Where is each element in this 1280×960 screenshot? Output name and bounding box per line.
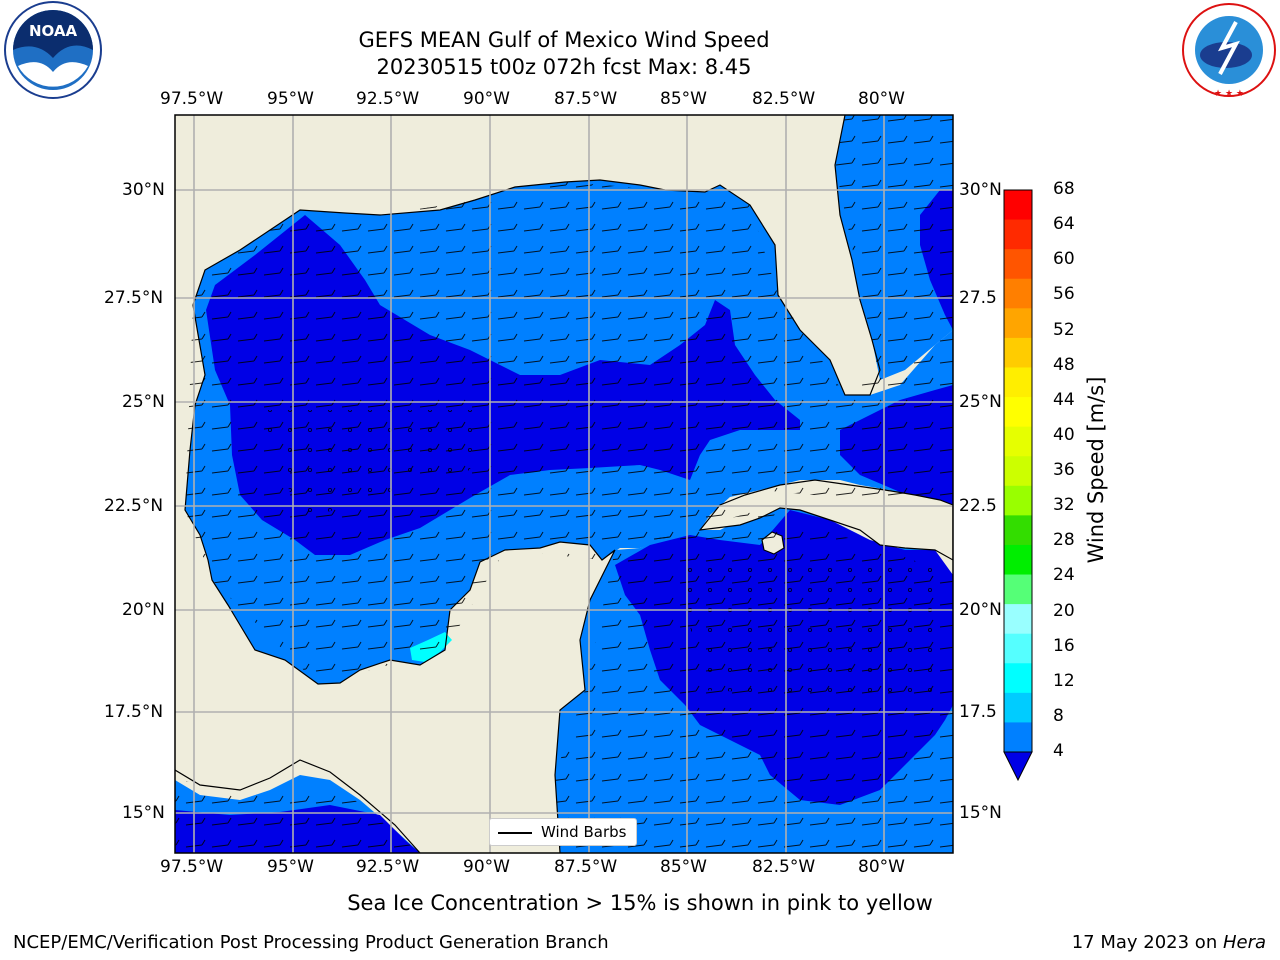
colorbar-band xyxy=(1004,574,1032,605)
colorbar-tick: 60 xyxy=(1053,249,1075,270)
colorbar-band xyxy=(1004,485,1032,516)
lat-tick-left-6: 17.5°N xyxy=(104,702,164,722)
colorbar-band xyxy=(1004,515,1032,546)
lat-tick-left-7: 15°N xyxy=(122,803,165,823)
colorbar-band xyxy=(1004,722,1032,753)
lon-tick-bottom-1: 97.5°W xyxy=(160,857,224,877)
lat-tick-right-1: 30°N xyxy=(959,180,1002,200)
lon-tick-top-8: 80°W xyxy=(858,89,905,109)
colorbar-tick: 4 xyxy=(1053,741,1064,761)
colorbar-band xyxy=(1004,604,1032,635)
colorbar-tick: 56 xyxy=(1053,284,1075,305)
lon-tick-bottom-2: 95°W xyxy=(267,857,314,877)
lat-tick-left-3: 25°N xyxy=(122,392,165,412)
wind-barb-legend-line xyxy=(498,832,532,834)
colorbar-tick: 36 xyxy=(1053,460,1075,480)
legend-label: Wind Barbs xyxy=(541,823,627,841)
colorbar-tick: 20 xyxy=(1053,600,1075,621)
colorbar-band xyxy=(1004,663,1032,694)
noaa-logo-icon: NOAA xyxy=(4,1,102,99)
colorbar-tick: 68 xyxy=(1053,179,1075,199)
colorbar-tick: 28 xyxy=(1053,530,1075,551)
lon-tick-bottom-3: 92.5°W xyxy=(356,857,420,877)
colorbar-band xyxy=(1004,456,1032,487)
footer-date: 17 May 2023 on Hera xyxy=(1072,932,1266,953)
colorbar-band xyxy=(1004,692,1032,723)
colorbar-label: Wind Speed [m/s] xyxy=(1084,376,1108,564)
colorbar-band xyxy=(1004,397,1032,428)
colorbar-tick: 64 xyxy=(1053,214,1075,235)
colorbar xyxy=(1003,189,1033,782)
lat-tick-left-5: 20°N xyxy=(122,600,165,620)
lat-tick-right-7: 15°N xyxy=(959,803,1002,823)
lat-tick-right-4: 22.5 xyxy=(959,496,997,516)
colorbar-tick: 8 xyxy=(1053,705,1064,726)
colorbar-band xyxy=(1004,367,1032,398)
lon-tick-top-4: 90°W xyxy=(463,89,510,109)
colorbar-band xyxy=(1004,190,1032,221)
coastline-mexico xyxy=(184,304,616,853)
map-subtitle: 20230515 t00z 072h fcst Max: 8.45 xyxy=(376,55,752,79)
lon-tick-top-1: 97.5°W xyxy=(160,89,224,109)
lon-tick-top-7: 82.5°W xyxy=(752,89,816,109)
colorbar-tick: 32 xyxy=(1053,495,1075,516)
colorbar-band xyxy=(1004,308,1032,339)
lat-tick-right-2: 27.5 xyxy=(959,288,997,308)
lon-tick-top-3: 92.5°W xyxy=(356,89,420,109)
colorbar-band xyxy=(1004,633,1032,664)
map-title: GEFS MEAN Gulf of Mexico Wind Speed xyxy=(358,28,770,52)
lon-tick-top-5: 87.5°W xyxy=(554,89,618,109)
lat-tick-right-5: 20°N xyxy=(959,600,1002,620)
footer-machine: Hera xyxy=(1222,932,1266,953)
graticule xyxy=(175,115,953,853)
nws-logo-icon: ★ ★ ★ xyxy=(1182,3,1276,99)
colorbar-band xyxy=(1004,544,1032,576)
lon-tick-top-2: 95°W xyxy=(267,89,314,109)
lat-tick-left-1: 30°N xyxy=(122,180,165,200)
colorbar-tick: 44 xyxy=(1053,389,1075,410)
colorbar-tick: 16 xyxy=(1053,635,1075,656)
lon-tick-bottom-5: 87.5°W xyxy=(554,857,618,877)
colorbar-band xyxy=(1004,219,1032,250)
coastline-us xyxy=(192,115,881,396)
lon-tick-top-6: 85°W xyxy=(660,89,707,109)
lon-tick-bottom-8: 80°W xyxy=(858,857,905,877)
lat-tick-left-2: 27.5°N xyxy=(104,288,164,308)
noaa-logo-text: NOAA xyxy=(29,22,78,40)
colorbar-band xyxy=(1004,426,1032,457)
lat-tick-right-6: 17.5 xyxy=(959,702,997,722)
lon-tick-bottom-7: 82.5°W xyxy=(752,857,816,877)
lat-tick-left-4: 22.5°N xyxy=(104,496,164,516)
footer-date-text: 17 May 2023 on xyxy=(1071,932,1223,953)
colorbar-tick: 52 xyxy=(1053,319,1075,340)
coastline-central-america xyxy=(175,759,421,853)
sea-ice-note: Sea Ice Concentration > 15% is shown in … xyxy=(347,891,933,915)
lat-tick-right-3: 25°N xyxy=(959,392,1002,412)
footer-credit: NCEP/EMC/Verification Post Processing Pr… xyxy=(13,932,609,953)
colorbar-tick: 24 xyxy=(1053,565,1075,586)
lon-tick-bottom-4: 90°W xyxy=(463,857,510,877)
colorbar-band xyxy=(1004,337,1032,368)
colorbar-extend-arrow xyxy=(1003,751,1033,782)
colorbar-tick: 40 xyxy=(1053,424,1075,445)
lon-tick-bottom-6: 85°W xyxy=(660,857,707,877)
colorbar-band xyxy=(1004,278,1032,309)
colorbar-band xyxy=(1004,249,1032,280)
map-legend: Wind Barbs xyxy=(489,818,637,846)
svg-text:★ ★ ★: ★ ★ ★ xyxy=(1214,89,1244,99)
colorbar-tick: 12 xyxy=(1053,670,1075,691)
colorbar-tick: 48 xyxy=(1053,354,1075,375)
